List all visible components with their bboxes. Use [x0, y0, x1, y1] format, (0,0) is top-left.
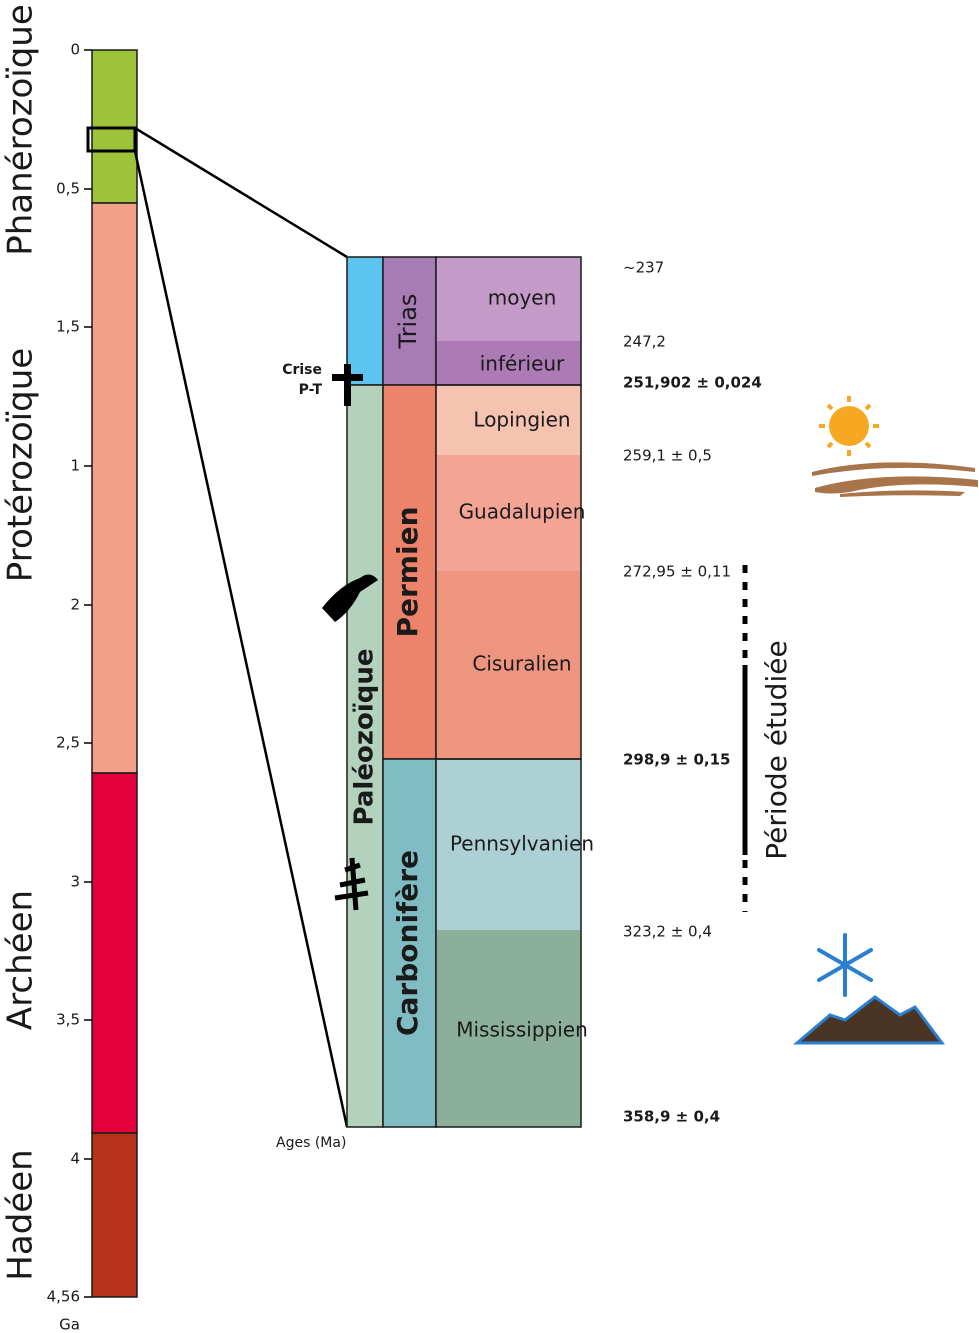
tick-label: 1,5 [56, 318, 80, 336]
eon-bar [86, 49, 138, 1298]
epoch-label: Guadalupien [459, 500, 586, 524]
epoch-block [436, 257, 581, 341]
tick-label: 2,5 [56, 734, 80, 752]
detail-column [346, 256, 582, 1128]
age-label: 251,902 ± 0,024 [623, 374, 762, 392]
epoch-frame [435, 758, 582, 1128]
period-label: Permien [391, 506, 424, 637]
zoom-box [86, 126, 137, 153]
epoch-block [436, 385, 581, 455]
cross-icon [332, 364, 363, 406]
era-label: Paléozoïque [350, 649, 380, 826]
age-label: 358,9 ± 0,4 [623, 1108, 720, 1126]
crisis-label: Crise [282, 362, 322, 378]
fern-icon [334, 857, 369, 911]
epoch-label: Lopingien [473, 408, 570, 432]
era-block [346, 384, 384, 1128]
eon-label: Archéen [1, 890, 41, 1030]
crisis-label: P-T [299, 382, 323, 398]
era-block [346, 256, 384, 386]
snowflake-icon [817, 933, 873, 997]
tick-label: 4 [70, 1150, 80, 1168]
tick-label: 3 [70, 873, 80, 891]
mountains-icon [792, 995, 945, 1045]
eon-block [91, 1132, 138, 1298]
eon-block [91, 202, 138, 774]
tick-label: 2 [70, 596, 80, 614]
tick-label: 3,5 [56, 1011, 80, 1029]
eon-label: Hadéen [1, 1149, 41, 1280]
period-block [382, 384, 437, 760]
tick-label: 0 [70, 41, 80, 59]
tick-label: 4,56 [47, 1288, 80, 1306]
period-block [382, 758, 437, 1128]
age-label: 298,9 ± 0,15 [623, 751, 730, 769]
epoch-block [436, 930, 581, 1127]
epoch-block [436, 571, 581, 759]
zoom-line [134, 126, 348, 259]
age-label: 272,95 ± 0,11 [623, 563, 731, 581]
epoch-label: inférieur [480, 352, 565, 376]
dunes-icon [812, 462, 978, 497]
sun-icon [819, 396, 879, 456]
lizard-icon [322, 574, 378, 622]
epoch-label: Cisuralien [472, 652, 571, 676]
zoom-line [133, 150, 349, 1128]
ages-label: Ages (Ma) [276, 1135, 346, 1151]
epoch-label: Pennsylvanien [450, 832, 594, 856]
unit-label: Ga [59, 1316, 80, 1333]
period-label: Carbonifère [391, 850, 424, 1036]
studied-label: Période étudiée [760, 640, 793, 859]
epoch-label: moyen [488, 286, 557, 310]
epoch-block [436, 455, 581, 571]
age-label: 259,1 ± 0,5 [623, 447, 712, 465]
eon-label: Phanérozoïque [1, 4, 41, 256]
age-label: 247,2 [623, 333, 666, 351]
epoch-block [436, 341, 581, 385]
period-block [382, 256, 437, 386]
age-label: 323,2 ± 0,4 [623, 923, 712, 941]
tick-label: 1 [70, 457, 80, 475]
eon-label: Protérozoïque [1, 348, 41, 582]
period-label: Trias [394, 294, 422, 350]
age-label: ~237 [623, 259, 664, 277]
epoch-block [436, 759, 581, 930]
epoch-label: Mississippien [456, 1018, 588, 1042]
tick-label: 0,5 [56, 180, 80, 198]
eon-block [91, 772, 138, 1134]
